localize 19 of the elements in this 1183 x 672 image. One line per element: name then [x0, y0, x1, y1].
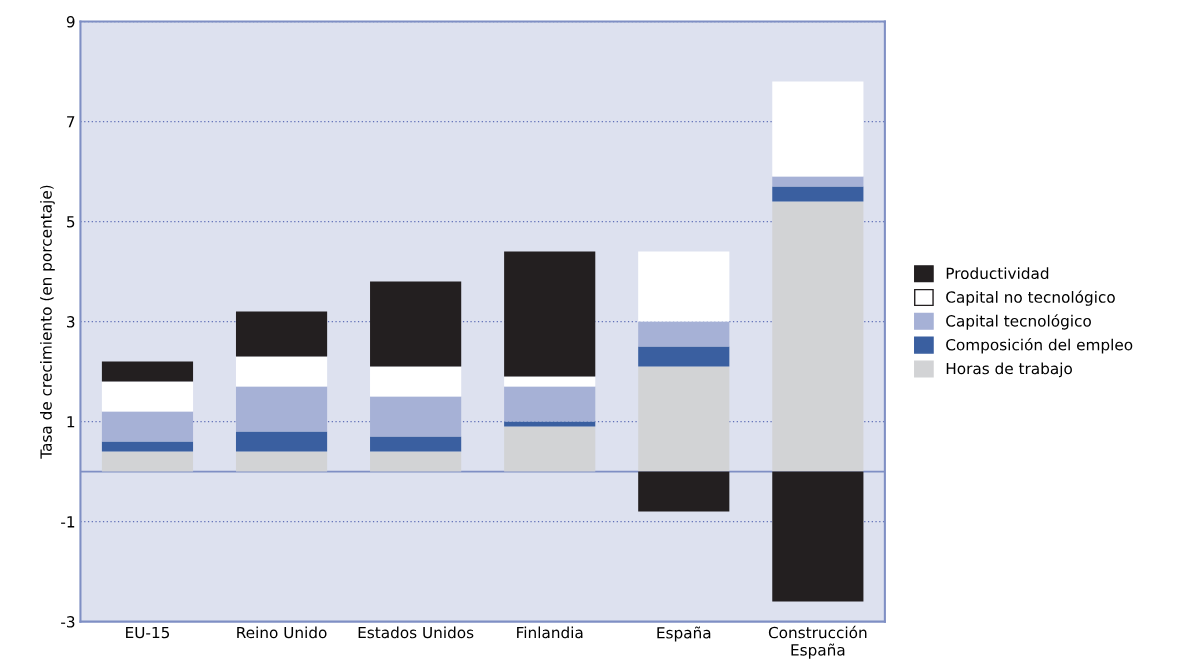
y-axis-title: Tasa de crecimiento (en porcentaje): [40, 185, 55, 459]
x-tick-label: Finlandia: [517, 626, 583, 639]
y-tick-label: -3: [61, 616, 75, 628]
y-tick-label: 1: [67, 416, 75, 428]
legend-label: Capital no tecnológico: [946, 290, 1115, 306]
y-tick-label: 7: [67, 116, 75, 128]
legend-label: Composición del empleo: [946, 338, 1133, 354]
y-tick-label: 3: [67, 316, 75, 328]
x-tick-label: España: [657, 626, 711, 642]
x-tick-label: Construcción España: [768, 625, 867, 659]
x-tick-label: Estados Unidos: [358, 626, 474, 639]
y-tick-label: 5: [67, 216, 75, 228]
legend-label: Horas de trabajo: [946, 362, 1072, 378]
y-tick-label: 9: [66, 15, 75, 28]
x-tick-label: EU-15: [126, 626, 170, 639]
x-tick-label: Reino Unido: [237, 626, 327, 639]
legend-label: Capital tecnológico: [946, 314, 1091, 330]
y-tick-label: -1: [61, 516, 75, 528]
legend-label: Productividad: [946, 267, 1049, 280]
